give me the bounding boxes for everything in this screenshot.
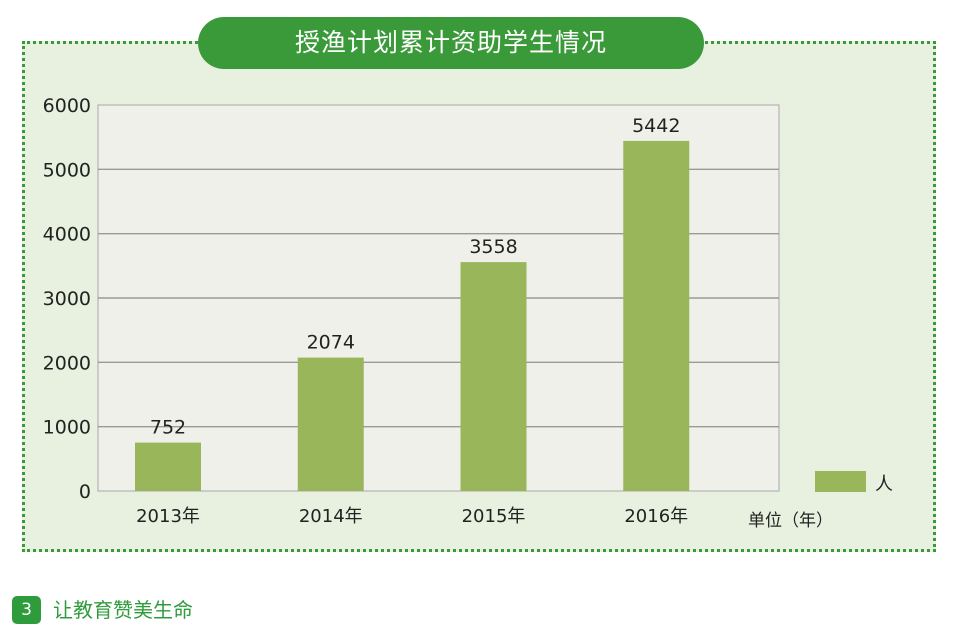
legend-label: 人 [875, 474, 893, 495]
y-tick-label: 4000 [43, 224, 91, 246]
x-axis-unit-label: 单位（年） [748, 511, 833, 531]
data-label: 3558 [469, 236, 517, 258]
chart-title: 授渔计划累计资助学生情况 [198, 17, 704, 69]
data-label: 752 [150, 417, 186, 439]
data-label: 2074 [307, 332, 355, 354]
section-title: 让教育赞美生命 [53, 598, 193, 622]
legend-swatch [815, 471, 866, 492]
section-number-badge: 3 [12, 596, 41, 624]
x-tick-label: 2016年 [624, 506, 688, 527]
x-tick-label: 2014年 [299, 506, 363, 527]
y-tick-label: 6000 [43, 95, 91, 117]
bar [623, 140, 690, 491]
bar [135, 442, 201, 491]
x-tick-label: 2015年 [462, 506, 526, 527]
x-tick-label: 2013年 [136, 506, 200, 527]
y-tick-label: 2000 [43, 352, 91, 374]
bar [297, 357, 364, 491]
bar [460, 262, 527, 491]
y-tick-label: 0 [79, 481, 91, 503]
data-label: 5442 [632, 115, 680, 137]
y-tick-label: 5000 [43, 159, 91, 181]
y-tick-label: 1000 [43, 417, 91, 439]
y-tick-label: 3000 [43, 288, 91, 310]
